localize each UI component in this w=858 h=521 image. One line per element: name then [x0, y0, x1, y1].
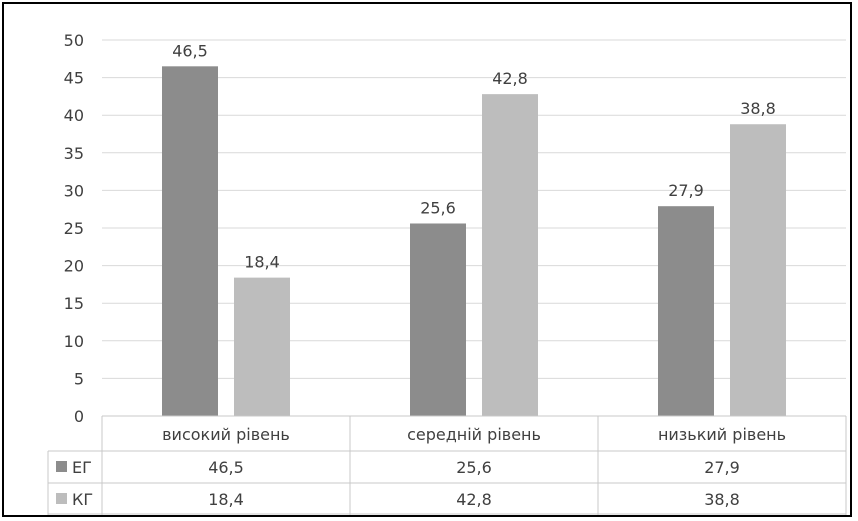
y-tick-label: 10	[64, 332, 84, 351]
y-tick-label: 45	[64, 69, 84, 88]
data-label: 18,4	[244, 253, 280, 272]
y-tick-label: 40	[64, 106, 84, 125]
y-tick-label: 0	[74, 407, 84, 426]
data-table: високий рівень середній рівень низький рів…	[47, 415, 847, 515]
legend-label: КГ	[72, 490, 93, 509]
data-labels: 46,5 18,4 25,6 42,8 27,9 38,8	[172, 41, 776, 271]
x-tick-label: середній рівень	[407, 425, 541, 444]
bar-kg	[730, 124, 786, 416]
x-tick-label: високий рівень	[162, 425, 290, 444]
data-label: 38,8	[740, 99, 776, 118]
bar-kg	[482, 94, 538, 417]
table-cell-value: 27,9	[704, 458, 740, 477]
x-tick-label: низький рівень	[658, 425, 786, 444]
data-label: 25,6	[420, 198, 456, 217]
y-tick-label: 25	[64, 219, 84, 238]
table-cell-value: 42,8	[456, 490, 492, 509]
table-cell-value: 46,5	[208, 458, 244, 477]
y-tick-label: 5	[74, 369, 84, 388]
bar-eg	[410, 223, 466, 416]
data-label: 27,9	[668, 181, 704, 200]
table-cell-value: 38,8	[704, 490, 740, 509]
table-cell-value: 18,4	[208, 490, 244, 509]
y-tick-label: 35	[64, 144, 84, 163]
data-label: 46,5	[172, 41, 208, 60]
legend-swatch	[56, 461, 67, 472]
y-tick-label: 30	[64, 181, 84, 200]
bars	[162, 66, 786, 417]
gridlines	[102, 39, 846, 379]
y-tick-label: 20	[64, 257, 84, 276]
legend-label: ЕГ	[72, 458, 92, 477]
y-tick-label: 15	[64, 294, 84, 313]
bar-eg	[162, 66, 218, 416]
bar-kg	[234, 277, 290, 416]
chart-frame: 0 5 10 15 20 25 30 35 40 45 50 46,5 18,4 25,6 42,8 27,…	[2, 2, 852, 517]
table-cell-value: 25,6	[456, 458, 492, 477]
legend-swatch	[56, 493, 67, 504]
y-tick-label: 50	[64, 31, 84, 50]
bar-eg	[658, 206, 714, 416]
bar-chart: 0 5 10 15 20 25 30 35 40 45 50 46,5 18,4 25,6 42,8 27,…	[47, 31, 847, 515]
y-axis-ticks: 0 5 10 15 20 25 30 35 40 45 50	[64, 31, 84, 426]
data-label: 42,8	[492, 69, 528, 88]
